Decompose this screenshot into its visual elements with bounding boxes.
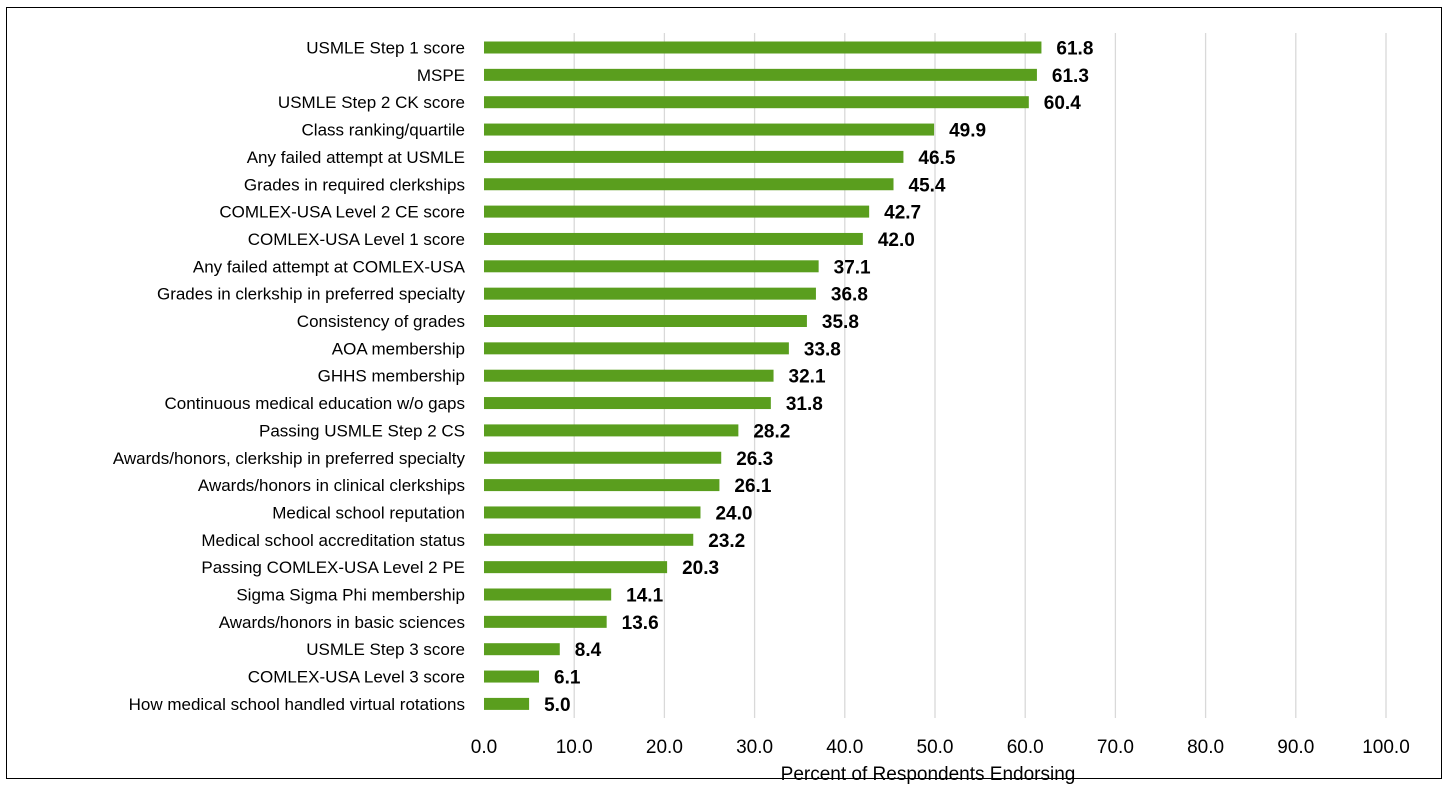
bar bbox=[484, 287, 816, 300]
value-label: 46.5 bbox=[918, 148, 955, 169]
value-labels: 61.8 61.3 60.4 49.9 46.5 45.4 42.7 42.0 37.1 36.8… bbox=[544, 39, 1093, 716]
value-label: 42.7 bbox=[884, 203, 921, 224]
value-label: 5.0 bbox=[544, 695, 570, 716]
bar bbox=[484, 479, 720, 492]
category-label: Awards/honors in basic sciences bbox=[219, 613, 465, 632]
bar bbox=[484, 615, 607, 628]
x-tick-label: 0.0 bbox=[471, 737, 497, 758]
bar bbox=[484, 342, 789, 355]
category-label: Awards/honors in clinical clerkships bbox=[198, 476, 465, 495]
category-label: GHHS membership bbox=[318, 367, 465, 386]
bar bbox=[484, 424, 739, 437]
x-tick-label: 90.0 bbox=[1277, 737, 1314, 758]
x-tick-label: 30.0 bbox=[736, 737, 773, 758]
bar bbox=[484, 369, 774, 382]
category-label: Passing COMLEX-USA Level 2 PE bbox=[201, 558, 465, 577]
value-label: 35.8 bbox=[822, 312, 859, 333]
bar bbox=[484, 260, 819, 273]
value-label: 42.0 bbox=[878, 230, 915, 251]
category-label: Grades in clerkship in preferred special… bbox=[157, 285, 466, 304]
value-label: 61.8 bbox=[1056, 39, 1093, 60]
bar bbox=[484, 533, 694, 546]
value-label: 24.0 bbox=[715, 503, 752, 524]
bar bbox=[484, 643, 560, 656]
bar bbox=[484, 68, 1037, 81]
category-label: Any failed attempt at USMLE bbox=[247, 148, 465, 167]
value-label: 14.1 bbox=[626, 586, 663, 607]
value-label: 28.2 bbox=[753, 421, 790, 442]
category-label: Medical school accreditation status bbox=[201, 531, 465, 550]
bar bbox=[484, 41, 1042, 54]
category-label: USMLE Step 2 CK score bbox=[278, 93, 465, 112]
x-tick-label: 50.0 bbox=[917, 737, 954, 758]
x-tick-label: 100.0 bbox=[1362, 737, 1410, 758]
category-label: Class ranking/quartile bbox=[302, 121, 465, 140]
value-label: 8.4 bbox=[575, 640, 602, 661]
bar bbox=[484, 205, 870, 218]
category-label: How medical school handled virtual rotat… bbox=[129, 695, 465, 714]
x-tick-label: 70.0 bbox=[1097, 737, 1134, 758]
category-label: COMLEX-USA Level 2 CE score bbox=[219, 203, 465, 222]
category-label: COMLEX-USA Level 1 score bbox=[248, 230, 465, 249]
value-label: 26.1 bbox=[734, 476, 771, 497]
category-label: MSPE bbox=[417, 66, 465, 85]
category-label: Awards/honors, clerkship in preferred sp… bbox=[113, 449, 466, 468]
category-label: Grades in required clerkships bbox=[244, 175, 465, 194]
category-label: Any failed attempt at COMLEX-USA bbox=[193, 257, 466, 276]
value-label: 33.8 bbox=[804, 339, 841, 360]
x-tick-labels: 0.0 10.0 20.0 30.0 40.0 50.0 60.0 70.0 80.0 90.0 1… bbox=[471, 737, 1410, 758]
bar bbox=[484, 397, 771, 410]
value-label: 37.1 bbox=[834, 257, 871, 278]
value-label: 36.8 bbox=[831, 285, 868, 306]
value-label: 32.1 bbox=[789, 367, 826, 388]
value-label: 6.1 bbox=[554, 668, 581, 689]
x-tick-label: 10.0 bbox=[556, 737, 593, 758]
category-label: Passing USMLE Step 2 CS bbox=[259, 421, 465, 440]
value-label: 23.2 bbox=[708, 531, 745, 552]
category-labels: USMLE Step 1 score MSPE USMLE Step 2 CK sc… bbox=[113, 39, 466, 714]
chart-frame bbox=[6, 7, 1442, 779]
category-label: AOA membership bbox=[332, 339, 465, 358]
bar bbox=[484, 588, 612, 601]
category-label: Sigma Sigma Phi membership bbox=[236, 586, 465, 605]
bar bbox=[484, 178, 894, 191]
category-label: USMLE Step 3 score bbox=[306, 640, 465, 659]
bar bbox=[484, 315, 807, 327]
bar bbox=[484, 150, 904, 163]
category-label: Consistency of grades bbox=[297, 312, 465, 331]
bar bbox=[484, 123, 935, 136]
bar bbox=[484, 232, 863, 245]
gridlines bbox=[573, 33, 1387, 718]
value-label: 61.3 bbox=[1052, 66, 1089, 87]
bar bbox=[484, 506, 701, 519]
bars bbox=[484, 41, 1042, 710]
category-label: COMLEX-USA Level 3 score bbox=[248, 668, 465, 687]
category-label: USMLE Step 1 score bbox=[306, 39, 465, 58]
bar bbox=[484, 561, 668, 574]
bar bbox=[484, 96, 1029, 109]
value-label: 45.4 bbox=[909, 175, 946, 196]
category-label: Continuous medical education w/o gaps bbox=[164, 394, 465, 413]
value-label: 31.8 bbox=[786, 394, 823, 415]
x-tick-label: 80.0 bbox=[1187, 737, 1224, 758]
x-tick-label: 40.0 bbox=[826, 737, 863, 758]
value-label: 26.3 bbox=[736, 449, 773, 470]
value-label: 49.9 bbox=[949, 121, 986, 142]
x-tick-label: 20.0 bbox=[646, 737, 683, 758]
bar bbox=[484, 670, 540, 683]
bar bbox=[484, 697, 530, 710]
value-label: 20.3 bbox=[682, 558, 719, 579]
value-label: 60.4 bbox=[1044, 93, 1081, 114]
value-label: 13.6 bbox=[622, 613, 659, 634]
bar bbox=[484, 451, 722, 464]
x-axis-title: Percent of Respondents Endorsing bbox=[781, 764, 1076, 785]
x-tick-label: 60.0 bbox=[1007, 737, 1044, 758]
category-label: Medical school reputation bbox=[272, 503, 465, 522]
